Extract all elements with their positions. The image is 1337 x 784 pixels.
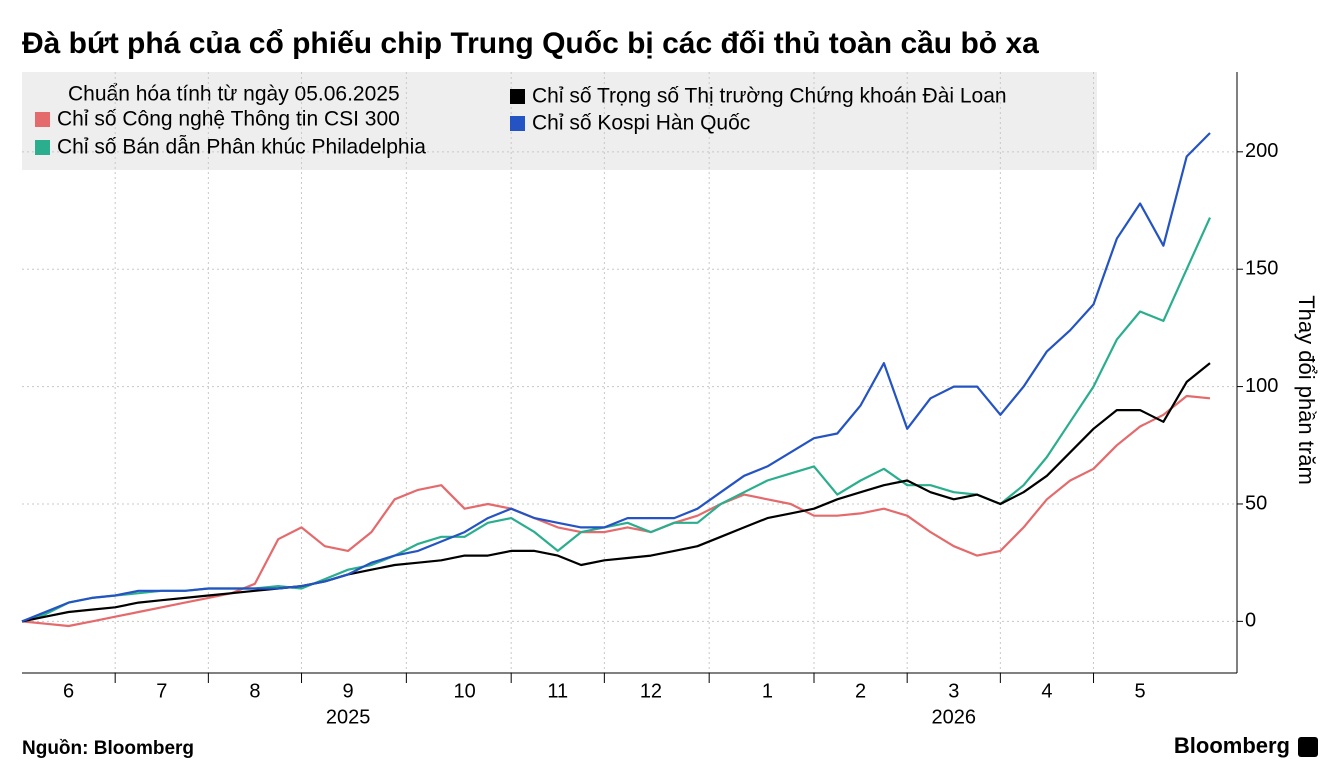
legend-swatch (35, 140, 50, 155)
legend-box (22, 72, 1097, 170)
y-tick-label: 150 (1245, 257, 1278, 279)
legend-title: Chuẩn hóa tính từ ngày 05.06.2025 (68, 83, 400, 106)
x-tick-label: 5 (1135, 680, 1146, 702)
source: Nguồn: Bloomberg (22, 738, 194, 759)
x-tick-label: 6 (63, 680, 74, 702)
chart-title: Đà bứt phá của cổ phiếu chip Trung Quốc … (22, 27, 1039, 60)
legend-label: Chỉ số Kospi Hàn Quốc (532, 112, 750, 135)
series-line (21, 362, 1211, 623)
y-tick-label: 200 (1245, 140, 1278, 162)
legend-label: Chỉ số Công nghệ Thông tin CSI 300 (57, 108, 400, 131)
series-line (21, 132, 1211, 623)
logo: Bloomberg (1174, 733, 1290, 758)
y-tick-label: 50 (1245, 492, 1267, 514)
legend-swatch (510, 116, 525, 131)
x-tick-label: 8 (249, 680, 260, 702)
year-label: 2025 (326, 706, 371, 728)
year-label: 2026 (932, 706, 977, 728)
x-tick-label: 11 (547, 680, 568, 702)
x-tick-label: 2 (855, 680, 866, 702)
series-line (21, 217, 1212, 623)
x-tick-label: 10 (453, 680, 475, 702)
y-axis-label: Thay đổi phần trăm (1294, 295, 1319, 485)
legend-swatch (35, 112, 50, 127)
x-tick-label: 9 (343, 680, 354, 702)
legend-swatch (510, 89, 525, 104)
logo-icon (1298, 737, 1318, 757)
x-tick-label: 3 (948, 680, 959, 702)
series-line (21, 394, 1211, 628)
y-tick-label: 100 (1245, 375, 1278, 397)
x-tick-label: 12 (640, 680, 662, 702)
legend-label: Chỉ số Bán dẫn Phân khúc Philadelphia (57, 136, 426, 159)
x-tick-label: 1 (762, 680, 773, 702)
x-tick-label: 7 (156, 680, 167, 702)
x-tick-label: 4 (1041, 680, 1052, 702)
y-tick-label: 0 (1245, 610, 1256, 632)
legend-label: Chỉ số Trọng số Thị trường Chứng khoán Đ… (532, 85, 1007, 108)
